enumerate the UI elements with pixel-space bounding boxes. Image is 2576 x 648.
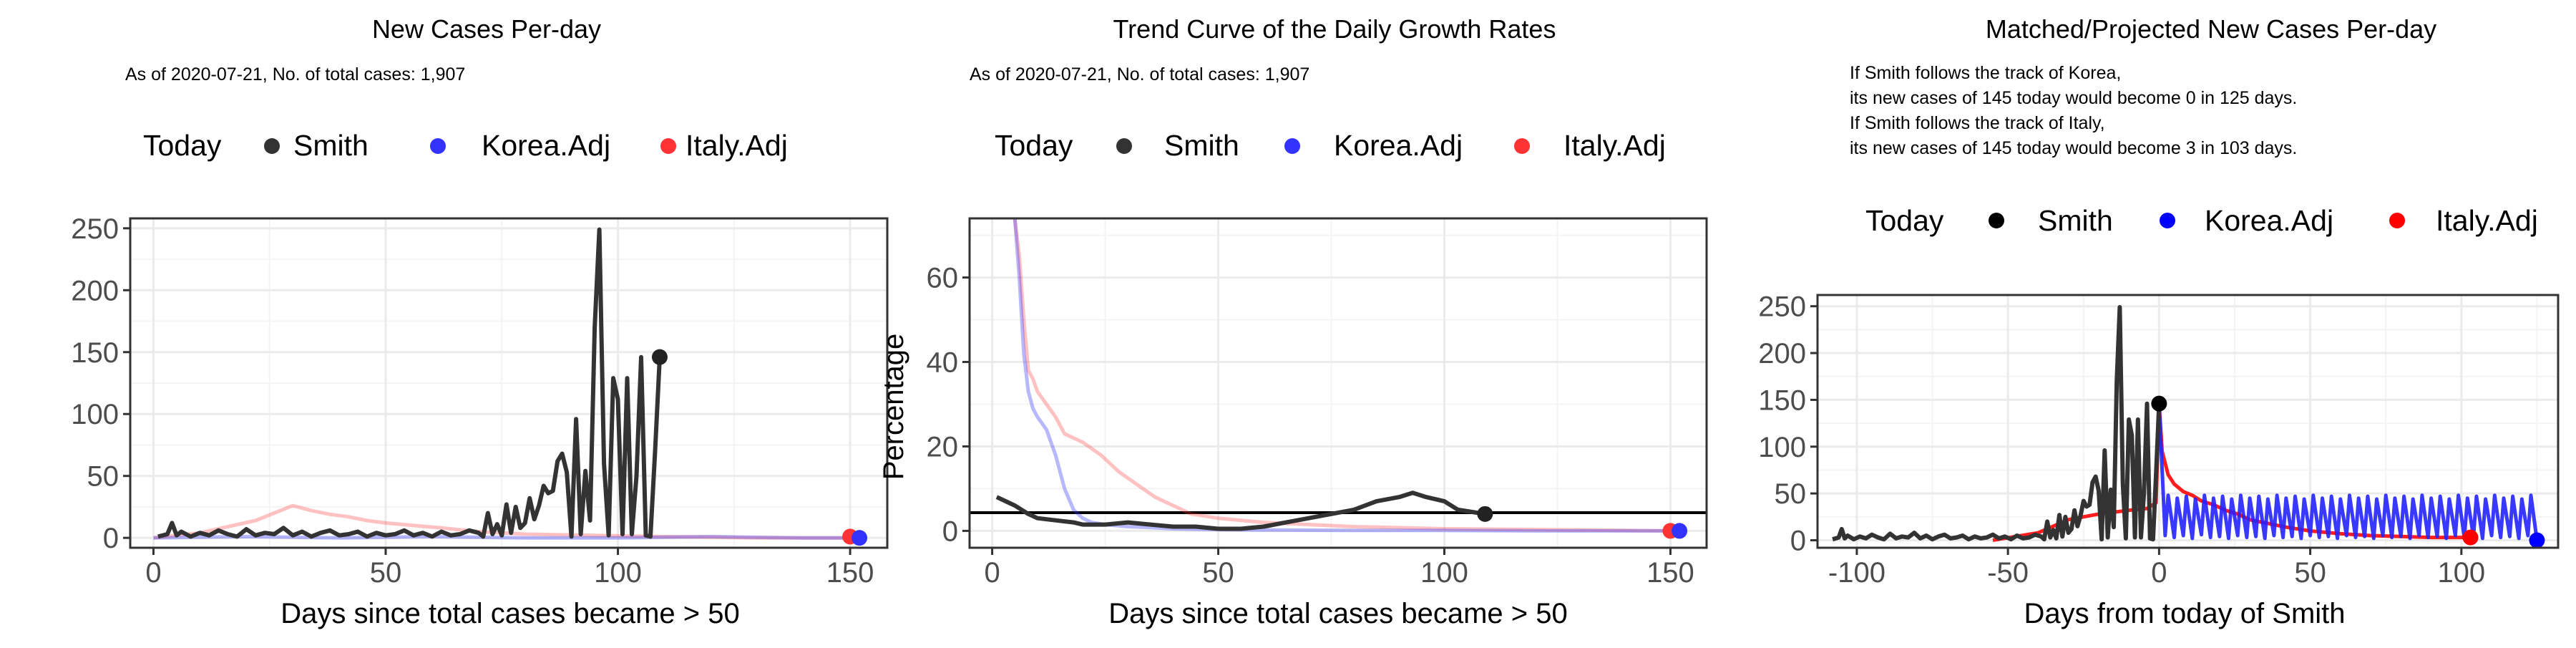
legend-label-korea: Korea.Adj — [1334, 129, 1463, 162]
y-tick-label: 200 — [1758, 338, 1806, 369]
y-tick-label: 0 — [942, 516, 958, 547]
annotation-line: If Smith follows the track of Korea, — [1850, 63, 2121, 83]
x-tick-label: 150 — [1646, 557, 1694, 589]
x-tick-label: 0 — [2151, 557, 2167, 589]
annotation-line: its new cases of 145 today would become … — [1850, 138, 2297, 158]
x-tick-label: 150 — [826, 557, 874, 589]
y-tick-label: 40 — [927, 347, 959, 379]
y-tick-label: 250 — [1758, 291, 1806, 323]
series-lines — [1832, 305, 2539, 542]
x-tick-label: 0 — [145, 557, 161, 589]
y-axis-title: Percentage — [878, 334, 909, 480]
today-point-korea — [2529, 532, 2545, 548]
x-axis-title: Days since total cases became > 50 — [1108, 598, 1567, 629]
x-tick-label: 100 — [1420, 557, 1468, 589]
legend: Today Smith Korea.Adj Italy.Adj — [143, 129, 788, 162]
chart-subtitle: As of 2020-07-21, No. of total cases: 1,… — [125, 64, 465, 84]
y-tick-label: 150 — [71, 337, 119, 369]
y-tick-label: 100 — [1758, 432, 1806, 463]
legend-label-smith: Smith — [293, 129, 369, 162]
legend-key-italy — [660, 138, 676, 154]
today-point-italy — [2462, 529, 2479, 546]
annotation-line: If Smith follows the track of Italy, — [1850, 113, 2105, 133]
plot-area: 0 50 100 150 0 20 40 60 — [927, 217, 1708, 589]
legend-label-italy: Italy.Adj — [1563, 129, 1666, 162]
legend-title: Today — [995, 129, 1073, 162]
legend-key-smith — [264, 138, 280, 154]
today-point-korea — [852, 530, 868, 546]
y-tick-label: 0 — [103, 523, 119, 554]
x-axis-title: Days since total cases became > 50 — [280, 598, 739, 629]
legend-label-korea: Korea.Adj — [2205, 204, 2333, 237]
series-lines — [970, 218, 1707, 533]
legend-key-smith — [1989, 213, 2004, 228]
y-tick-label: 20 — [927, 431, 959, 463]
chart-title: Matched/Projected New Cases Per-day — [1986, 14, 2436, 44]
legend: Today Smith Korea.Adj Italy.Adj — [1865, 204, 2538, 237]
chart-title: New Cases Per-day — [372, 14, 601, 44]
series-lines — [153, 227, 860, 540]
annotation: If Smith follows the track of Korea, its… — [1850, 63, 2297, 158]
series-line-italy — [153, 503, 851, 540]
today-point-smith — [651, 349, 668, 365]
plot-area: 0 50 100 150 0 50 100 150 200 250 — [71, 213, 889, 589]
series-line-smith — [995, 490, 1485, 531]
series-line-italy — [1013, 218, 1671, 533]
x-tick-label: 0 — [984, 557, 1000, 589]
plot-background — [970, 218, 1707, 548]
y-tick-label: 50 — [1775, 478, 1807, 510]
legend-label-italy: Italy.Adj — [686, 129, 788, 162]
today-point-smith — [2151, 395, 2167, 412]
plot-border — [1816, 294, 2560, 549]
legend-key-korea — [430, 138, 446, 154]
x-tick-label: -100 — [1828, 557, 1885, 589]
legend-label-korea: Korea.Adj — [482, 129, 610, 162]
legend-key-italy — [2389, 213, 2405, 228]
panel-new-cases: New Cases Per-day As of 2020-07-21, No. … — [71, 14, 889, 629]
chart-title: Trend Curve of the Daily Growth Rates — [1113, 14, 1556, 44]
today-point-smith — [1477, 506, 1493, 522]
series-line-smith — [1832, 305, 2162, 542]
legend-label-smith: Smith — [2038, 204, 2113, 237]
series-line-smith — [157, 227, 662, 539]
y-tick-label: 250 — [71, 213, 119, 245]
series-line-korea — [2157, 403, 2539, 541]
x-tick-label: 50 — [370, 557, 402, 589]
today-point-korea — [1672, 523, 1688, 539]
y-tick-label: 0 — [1790, 526, 1806, 557]
chart-subtitle: As of 2020-07-21, No. of total cases: 1,… — [970, 64, 1309, 84]
x-tick-label: 50 — [1202, 557, 1234, 589]
legend-key-smith — [1116, 138, 1132, 154]
x-tick-label: 50 — [2294, 557, 2326, 589]
x-tick-label: 100 — [2437, 557, 2485, 589]
legend-title: Today — [1865, 204, 1944, 237]
y-tick-label: 60 — [927, 263, 959, 294]
x-axis-title: Days from today of Smith — [2024, 598, 2345, 629]
x-tick-label: 100 — [594, 557, 642, 589]
y-tick-label: 200 — [71, 275, 119, 306]
y-tick-label: 150 — [1758, 385, 1806, 416]
legend: Today Smith Korea.Adj Italy.Adj — [995, 129, 1666, 162]
y-tick-label: 50 — [87, 461, 119, 493]
plot-border — [968, 217, 1708, 549]
x-tick-label: -50 — [1987, 557, 2029, 589]
y-tick-label: 100 — [71, 399, 119, 430]
panel-growth-rates: Trend Curve of the Daily Growth Rates As… — [878, 14, 1708, 629]
series-line-korea — [153, 534, 860, 540]
legend-label-smith: Smith — [1164, 129, 1239, 162]
plot-area: -100 -50 0 50 100 0 50 100 150 200 250 — [1758, 291, 2560, 589]
plot-border — [129, 217, 889, 549]
legend-key-italy — [1514, 138, 1530, 154]
legend-title: Today — [143, 129, 222, 162]
legend-label-italy: Italy.Adj — [2436, 204, 2538, 237]
legend-key-korea — [1284, 138, 1300, 154]
annotation-line: its new cases of 145 today would become … — [1850, 88, 2297, 108]
legend-key-korea — [2160, 213, 2175, 228]
panel-projected: Matched/Projected New Cases Per-day If S… — [1758, 14, 2560, 629]
